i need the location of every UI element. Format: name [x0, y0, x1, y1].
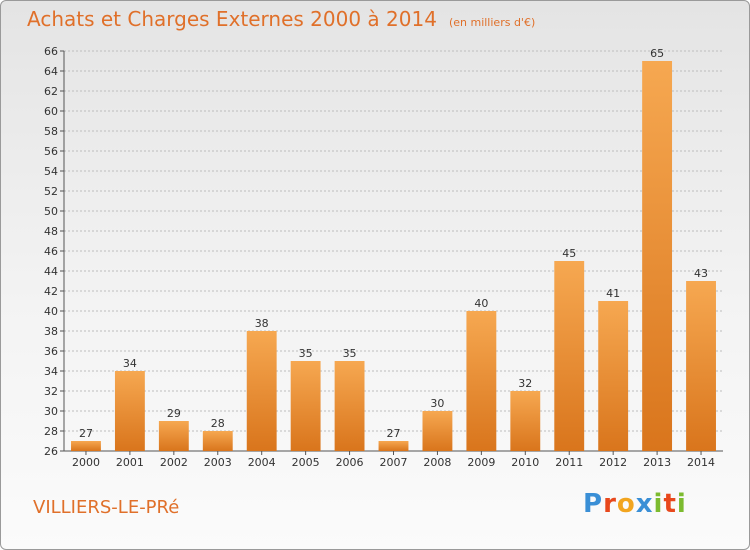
y-tick-label: 54: [44, 165, 58, 178]
x-tick-label-2006: 2006: [336, 456, 364, 469]
y-tick-label: 26: [44, 445, 58, 458]
value-label-2005: 35: [299, 347, 313, 360]
title-row: Achats et Charges Externes 2000 à 2014 (…: [27, 7, 535, 31]
x-tick-label-2005: 2005: [292, 456, 320, 469]
x-tick-label-2001: 2001: [116, 456, 144, 469]
logo-letter: x: [635, 489, 654, 519]
bar-2008: [422, 411, 453, 451]
x-tick-label-2007: 2007: [380, 456, 408, 469]
x-tick-label-2008: 2008: [423, 456, 451, 469]
x-tick-label-2013: 2013: [643, 456, 671, 469]
value-labels: 27 34 29 28 38 35 35 27 30 40 32 45 41 65 43: [79, 47, 708, 440]
y-tick-label: 34: [44, 365, 58, 378]
axes: 26 28 30 32 34 36 38 40 42 44 46 48 50 52 54 56 58 60 62 64…: [44, 45, 723, 469]
y-tick-label: 56: [44, 145, 58, 158]
bar-2006: [334, 361, 365, 451]
y-tick-label: 36: [44, 345, 58, 358]
value-label-2001: 34: [123, 357, 137, 370]
value-label-2002: 29: [167, 407, 181, 420]
value-label-2006: 35: [343, 347, 357, 360]
value-label-2007: 27: [387, 427, 401, 440]
y-tick-label: 66: [44, 45, 58, 58]
logo-letter: t: [663, 489, 677, 519]
x-tick-label-2000: 2000: [72, 456, 100, 469]
logo-letter: r: [603, 489, 617, 519]
bar-2013: [642, 61, 673, 451]
y-tick-label: 40: [44, 305, 58, 318]
y-tick-label: 28: [44, 425, 58, 438]
bars: [71, 61, 716, 451]
value-label-2010: 32: [518, 377, 532, 390]
logo-letter: i: [676, 489, 687, 519]
x-tick-label-2010: 2010: [511, 456, 539, 469]
grid-lines: [64, 50, 723, 432]
value-label-2004: 38: [255, 317, 269, 330]
value-label-2000: 27: [79, 427, 93, 440]
x-tick-label-2012: 2012: [599, 456, 627, 469]
y-tick-label: 30: [44, 405, 58, 418]
proxiti-logo[interactable]: Proxiti: [583, 489, 687, 519]
logo-letter: i: [653, 489, 664, 519]
y-tick-label: 58: [44, 125, 58, 138]
logo-letter: P: [583, 489, 604, 519]
logo-letter: o: [616, 489, 636, 519]
bar-2002: [158, 421, 189, 451]
bar-2005: [290, 361, 321, 451]
value-label-2009: 40: [474, 297, 488, 310]
chart-subtitle: (en milliers d'€): [448, 16, 536, 29]
bar-2003: [202, 431, 233, 451]
value-label-2008: 30: [430, 397, 444, 410]
value-label-2011: 45: [562, 247, 576, 260]
y-tick-label: 38: [44, 325, 58, 338]
bar-2014: [686, 281, 716, 451]
value-label-2012: 41: [606, 287, 620, 300]
y-tick-label: 62: [44, 85, 58, 98]
y-tick-label: 64: [44, 65, 58, 78]
y-tick-label: 52: [44, 185, 58, 198]
bar-2011: [554, 261, 585, 451]
bar-2007: [378, 441, 409, 451]
commune-name: VILLIERS-LE-PRé: [33, 497, 180, 518]
x-tick-label-2011: 2011: [555, 456, 583, 469]
bar-2000: [71, 441, 101, 451]
x-tick-label-2009: 2009: [467, 456, 495, 469]
chart-title: Achats et Charges Externes 2000 à 2014: [27, 7, 437, 31]
bar-2004: [246, 331, 277, 451]
x-tick-label-2014: 2014: [687, 456, 715, 469]
y-tick-label: 44: [44, 265, 58, 278]
bar-2010: [510, 391, 541, 451]
bar-2001: [114, 371, 145, 451]
value-label-2014: 43: [694, 267, 708, 280]
x-tick-label-2004: 2004: [248, 456, 276, 469]
value-label-2003: 28: [211, 417, 225, 430]
y-tick-label: 42: [44, 285, 58, 298]
y-tick-label: 32: [44, 385, 58, 398]
y-tick-label: 50: [44, 205, 58, 218]
value-label-2013: 65: [650, 47, 664, 60]
y-tick-label: 48: [44, 225, 58, 238]
bar-2012: [598, 301, 629, 451]
bar-2009: [466, 311, 497, 451]
y-tick-label: 46: [44, 245, 58, 258]
x-tick-label-2003: 2003: [204, 456, 232, 469]
x-tick-label-2002: 2002: [160, 456, 188, 469]
y-tick-label: 60: [44, 105, 58, 118]
